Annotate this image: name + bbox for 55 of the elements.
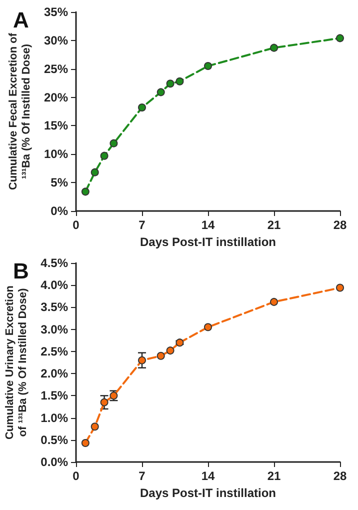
y-tick-label: 3.0% [40, 322, 68, 336]
x-tick-label: 0 [72, 469, 80, 483]
y-tick-label: 2.0% [40, 366, 68, 381]
y-tick-label: 20% [44, 90, 68, 104]
x-tick-label: 14 [201, 469, 215, 483]
x-tick-label: 0 [72, 218, 80, 232]
y-tick-label: 4.5% [40, 256, 68, 270]
point [176, 338, 184, 347]
point [270, 44, 278, 52]
point [100, 398, 108, 406]
point [204, 62, 212, 70]
point [110, 139, 118, 148]
point [166, 80, 174, 88]
x-axis-title: Days Post-IT instillation [140, 234, 276, 249]
chart-title: B [13, 258, 29, 284]
point [204, 323, 212, 332]
point [138, 356, 146, 364]
point [138, 104, 146, 112]
point [176, 77, 184, 86]
y-tick-label: 1.0% [40, 410, 68, 425]
y-tick-label: 15% [44, 118, 68, 133]
point [100, 152, 108, 160]
chart-title: A [13, 8, 29, 32]
point [81, 188, 90, 196]
y-tick-label: 10% [44, 147, 68, 162]
x-tick-label: 14 [201, 218, 215, 232]
x-tick-label: 7 [138, 469, 146, 483]
y-tick-label: 5% [50, 176, 68, 190]
point [81, 438, 90, 447]
point [90, 168, 99, 176]
y-tick-label: 0.0% [40, 455, 68, 469]
y-tick-label: 0.5% [40, 432, 68, 447]
y-tick-label: 0% [50, 204, 68, 218]
x-tick-label: 28 [333, 469, 347, 483]
y-tick-label: 1.5% [40, 388, 68, 403]
point [336, 284, 344, 292]
y-tick-label: 2.5% [40, 344, 68, 358]
y-tick-label: 4.0% [40, 278, 68, 292]
x-tick-label: 21 [267, 469, 281, 483]
point [156, 352, 165, 360]
y-tick-label: 30% [44, 33, 68, 48]
point [166, 346, 174, 355]
x-tick-label: 7 [138, 218, 146, 232]
point [336, 34, 344, 42]
y-tick-label: 3.5% [40, 300, 68, 314]
y-axis-title: Cumulative Fecal Excretion of ¹³¹Ba (% Of Instilled Dose) [8, 32, 33, 190]
y-tick-label: 35% [44, 5, 68, 19]
point [270, 298, 278, 306]
y-tick-label: 25% [44, 62, 68, 76]
point [156, 88, 165, 96]
y-axis-title: Cumulative Urinary Excretion of ¹³¹Ba (% Of Instilled Dose) [4, 285, 30, 440]
x-tick-label: 21 [267, 218, 281, 232]
x-axis-title: Days Post-IT instillation [140, 486, 276, 500]
x-tick-label: 28 [333, 218, 347, 232]
point [90, 422, 99, 431]
